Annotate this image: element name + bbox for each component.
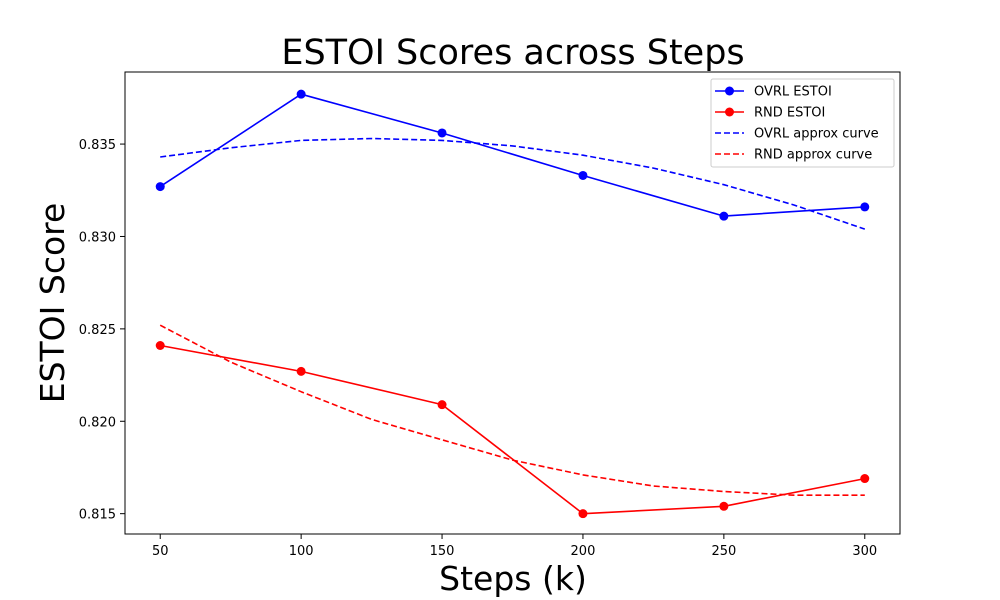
series-line-rnd-estoi [160,344,865,515]
y-tick-label: 0.835 [79,138,116,153]
chart-title: ESTOI Scores across Steps [281,33,744,73]
legend-label-ovrl-estoi: OVRL ESTOI [754,85,832,100]
data-point-rnd-estoi [719,501,729,511]
legend: OVRL ESTOI RND ESTOI OVRL approx curve RND … [710,78,895,168]
data-point-rnd-estoi [860,474,870,484]
plot-frame [124,71,901,535]
x-axis-label: Steps (k) [439,559,587,598]
x-tick-label: 150 [430,544,455,559]
y-tick-label: 0.825 [79,323,116,338]
legend-box [710,78,895,168]
legend-marker-rnd-estoi [725,107,734,117]
data-point-ovrl-estoi [296,89,306,99]
legend-label-ovrl-approx-curve: OVRL approx curve [754,127,879,142]
legend-label-rnd-estoi: RND ESTOI [754,106,825,121]
data-point-ovrl-estoi [155,182,165,192]
legend-label-rnd-approx-curve: RND approx curve [754,148,872,163]
x-tick-label: 300 [852,544,877,559]
data-point-ovrl-estoi [719,211,729,221]
x-tick-label: 200 [571,544,596,559]
data-point-ovrl-estoi [437,128,447,138]
data-point-rnd-estoi [578,509,588,519]
plot-area [155,89,870,519]
y-tick-label: 0.830 [79,230,116,245]
data-point-rnd-estoi [155,341,165,351]
legend-marker-ovrl-estoi [725,86,734,96]
series-line-ovrl-approx-curve [160,137,866,230]
x-tick-label: 100 [289,544,314,559]
x-tick-label: 50 [152,544,169,559]
series-line-ovrl-estoi [159,93,865,217]
x-tick-label: 250 [711,544,736,559]
data-point-ovrl-estoi [860,202,870,212]
data-point-ovrl-estoi [578,170,588,180]
y-tick-label: 0.820 [79,415,116,430]
data-point-rnd-estoi [296,366,306,376]
y-tick-label: 0.815 [79,508,116,523]
y-axis-label: ESTOI Score [33,203,72,404]
data-point-rnd-estoi [437,400,447,410]
